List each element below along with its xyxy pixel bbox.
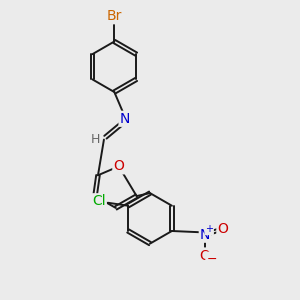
Text: N: N [200, 228, 210, 242]
Text: Cl: Cl [92, 194, 106, 208]
Text: H: H [90, 133, 100, 146]
Text: O: O [113, 159, 124, 173]
Text: Br: Br [106, 9, 122, 23]
Text: +: + [205, 224, 213, 234]
Text: N: N [119, 112, 130, 126]
Text: O: O [200, 248, 210, 262]
Text: O: O [218, 222, 228, 236]
Text: −: − [206, 253, 217, 266]
